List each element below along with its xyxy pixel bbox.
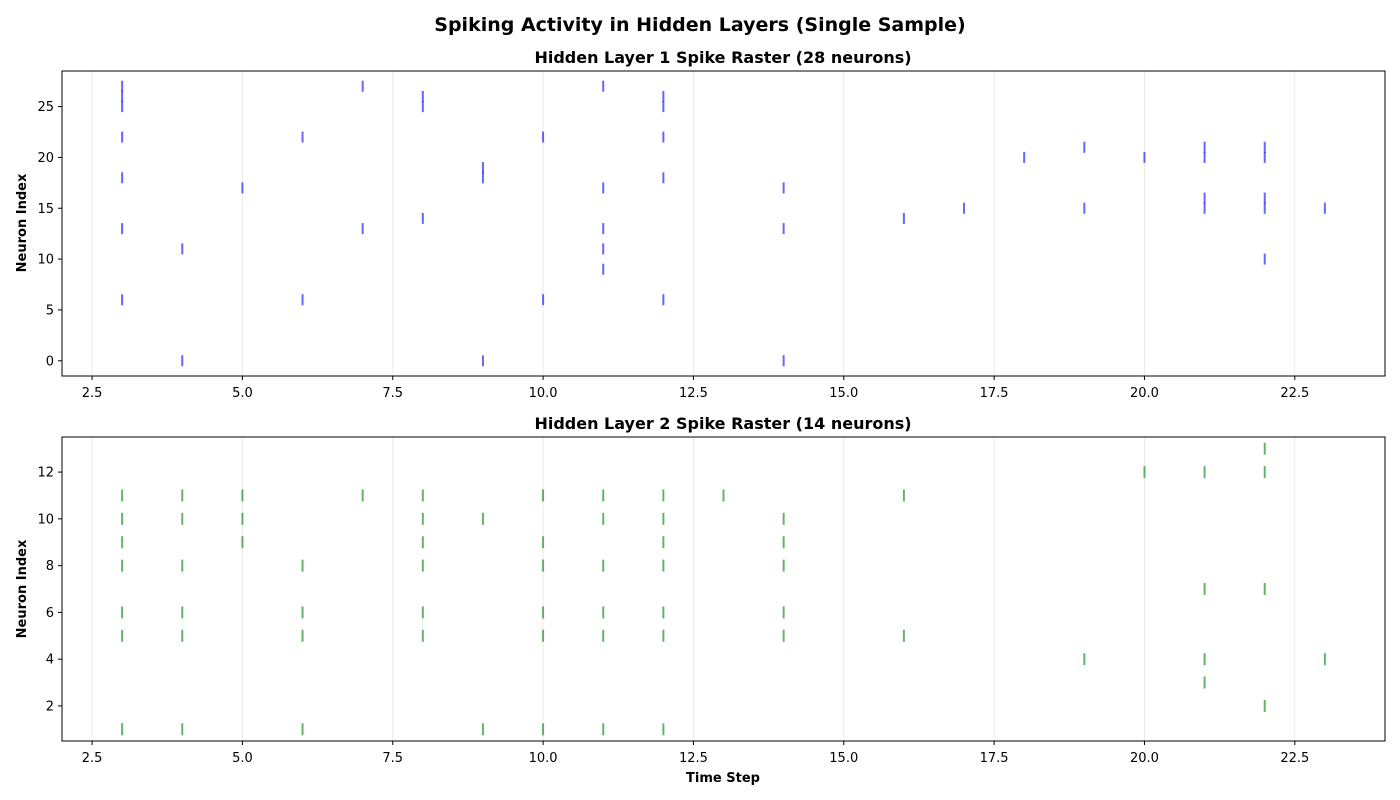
layer1-ytick-label: 25: [37, 100, 54, 115]
layer2-spikes: [121, 442, 1326, 736]
layer1-ylabel: Neuron Index: [15, 173, 30, 272]
layer2-plot-frame: [61, 436, 1386, 742]
layer2-xtick-label: 5.0: [232, 751, 253, 766]
layer1-ytick-label: 0: [46, 354, 54, 369]
layer2-ytick-label: 10: [37, 512, 54, 527]
layer2-ytick-label: 12: [37, 466, 54, 481]
layer2-xtick-label: 20.0: [1130, 751, 1159, 766]
layer1-xtick-label: 12.5: [679, 386, 708, 401]
layer1-ytick-label: 10: [37, 253, 54, 268]
layer2-xtick-label: 15.0: [829, 751, 858, 766]
layer1-xtick-label: 5.0: [232, 386, 253, 401]
layer1-raster-panel: Hidden Layer 1 Spike Raster (28 neurons)…: [15, 48, 1386, 401]
layer2-ytick-label: 8: [46, 559, 54, 574]
layer2-xtick-label: 17.5: [980, 751, 1009, 766]
layer1-title: Hidden Layer 1 Spike Raster (28 neurons): [534, 48, 911, 67]
layer1-xtick-label: 20.0: [1130, 386, 1159, 401]
layer1-xtick-label: 2.5: [82, 386, 103, 401]
layer2-title: Hidden Layer 2 Spike Raster (14 neurons): [534, 414, 911, 433]
layer2-ylabel: Neuron Index: [15, 539, 30, 638]
figure-title: Spiking Activity in Hidden Layers (Singl…: [434, 14, 965, 36]
layer2-xtick-label: 2.5: [82, 751, 103, 766]
layer2-xtick-label: 7.5: [382, 751, 403, 766]
layer1-spikes: [121, 80, 1326, 367]
layer1-ytick-label: 15: [37, 202, 54, 217]
layer2-raster-panel: Hidden Layer 2 Spike Raster (14 neurons)…: [15, 414, 1386, 786]
layer1-xtick-label: 17.5: [980, 386, 1009, 401]
layer2-ytick-label: 6: [46, 606, 54, 621]
layer2-xtick-label: 10.0: [529, 751, 558, 766]
layer1-gridlines: [91, 71, 1296, 376]
layer1-xtick-label: 22.5: [1280, 386, 1309, 401]
layer1-xtick-label: 10.0: [529, 386, 558, 401]
layer1-ytick-label: 20: [37, 151, 54, 166]
layer1-xtick-label: 15.0: [829, 386, 858, 401]
layer2-xtick-label: 22.5: [1280, 751, 1309, 766]
layer1-xtick-label: 7.5: [382, 386, 403, 401]
layer2-ytick-label: 2: [46, 699, 54, 714]
layer2-xtick-label: 12.5: [679, 751, 708, 766]
layer2-gridlines: [91, 437, 1296, 741]
layer1-plot-frame: [61, 70, 1386, 377]
layer2-ytick-label: 4: [46, 653, 54, 668]
layer1-ytick-label: 5: [46, 303, 54, 318]
layer2-xlabel: Time Step: [686, 771, 760, 786]
